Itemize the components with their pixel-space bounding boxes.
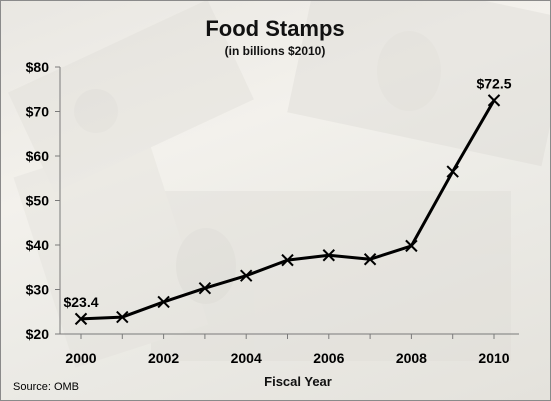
y-tick-label: $30 [26,282,50,298]
data-point [281,253,294,267]
x-tick-label: 2010 [478,350,509,366]
x-tick-label: 2000 [65,350,96,366]
series-markers [74,94,501,326]
y-tick-label: $50 [26,193,50,209]
x-axis-ticks: 2000 2002 2004 2006 2008 2010 [65,334,510,366]
data-point [446,165,459,178]
y-axis-ticks: $20 $30 $40 $50 $60 $70 $80 [26,59,60,342]
data-point [116,310,129,324]
source-note: Source: OMB [13,381,79,393]
data-point [487,94,501,107]
data-annotations: $23.4 $72.5 [63,75,511,309]
data-label: $72.5 [476,75,511,91]
data-point [157,295,170,309]
data-point [74,312,88,326]
data-label: $23.4 [63,294,98,310]
x-axis-title: Fiscal Year [264,374,332,389]
data-point [405,239,418,253]
data-point [363,253,377,266]
x-tick-label: 2008 [396,350,427,366]
x-tick-label: 2006 [313,350,344,366]
chart-subtitle: (in billions $2010) [225,44,326,58]
y-tick-label: $70 [26,104,50,120]
x-tick-label: 2004 [231,350,262,366]
y-tick-label: $20 [26,326,50,342]
y-tick-label: $80 [26,59,50,75]
y-tick-label: $40 [26,237,50,253]
y-tick-label: $60 [26,148,50,164]
data-point [322,249,336,262]
x-tick-label: 2002 [148,350,179,366]
data-point [198,281,212,295]
data-point [239,269,253,282]
chart-title: Food Stamps [205,16,344,41]
series-line [80,99,496,321]
